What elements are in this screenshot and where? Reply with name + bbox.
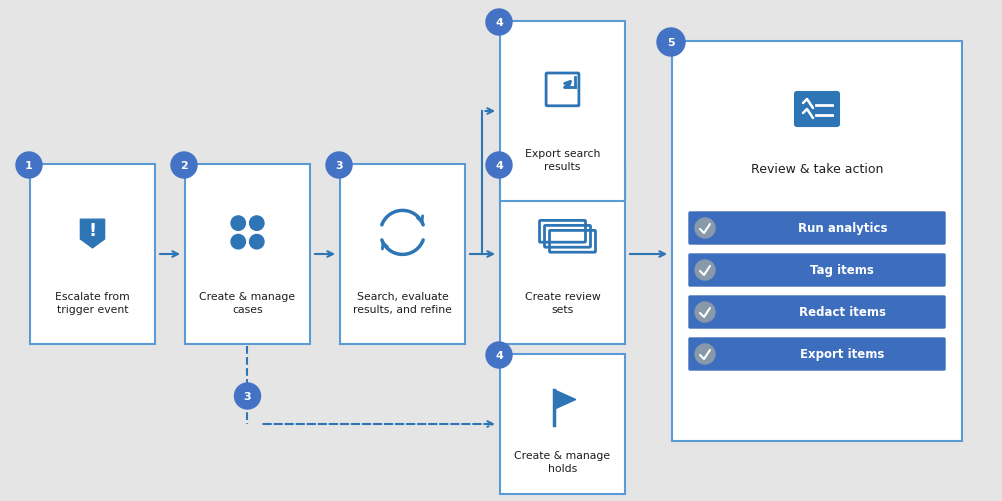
FancyBboxPatch shape	[500, 165, 625, 344]
Text: 4: 4	[495, 350, 503, 360]
Text: Export items: Export items	[801, 348, 885, 361]
Text: 3: 3	[243, 391, 252, 401]
Circle shape	[695, 344, 715, 364]
Circle shape	[171, 153, 197, 179]
Circle shape	[249, 216, 264, 231]
FancyBboxPatch shape	[500, 22, 625, 201]
Text: 2: 2	[180, 161, 187, 171]
Circle shape	[695, 303, 715, 322]
FancyBboxPatch shape	[689, 297, 945, 328]
Circle shape	[16, 153, 42, 179]
Text: Run analytics: Run analytics	[798, 222, 887, 235]
Circle shape	[486, 10, 512, 36]
Circle shape	[695, 261, 715, 281]
Text: 3: 3	[336, 161, 343, 171]
Circle shape	[249, 235, 264, 249]
Text: 4: 4	[495, 161, 503, 171]
Text: 5: 5	[667, 38, 674, 48]
Text: Export search
results: Export search results	[525, 149, 600, 172]
Text: Create & manage
cases: Create & manage cases	[199, 292, 296, 315]
Text: 1: 1	[25, 161, 33, 171]
Circle shape	[695, 218, 715, 238]
Circle shape	[486, 153, 512, 179]
Text: Create review
sets: Create review sets	[525, 292, 600, 315]
Circle shape	[231, 235, 245, 249]
FancyBboxPatch shape	[672, 42, 962, 441]
FancyBboxPatch shape	[689, 338, 945, 370]
Text: Redact items: Redact items	[799, 306, 886, 319]
Text: 4: 4	[495, 18, 503, 28]
FancyBboxPatch shape	[689, 255, 945, 287]
Text: Create & manage
holds: Create & manage holds	[514, 450, 610, 473]
FancyBboxPatch shape	[30, 165, 155, 344]
Circle shape	[234, 383, 261, 409]
Text: Escalate from
trigger event: Escalate from trigger event	[55, 292, 130, 315]
Text: Search, evaluate
results, and refine: Search, evaluate results, and refine	[353, 292, 452, 315]
Text: Review & take action: Review & take action	[750, 163, 883, 176]
Circle shape	[657, 29, 685, 57]
Text: !: !	[88, 222, 96, 239]
FancyBboxPatch shape	[500, 354, 625, 494]
Circle shape	[486, 342, 512, 368]
Text: Tag items: Tag items	[811, 264, 875, 277]
Circle shape	[231, 216, 245, 231]
FancyBboxPatch shape	[340, 165, 465, 344]
FancyBboxPatch shape	[795, 93, 839, 127]
Polygon shape	[80, 220, 104, 248]
FancyBboxPatch shape	[689, 212, 945, 244]
Polygon shape	[554, 390, 576, 410]
FancyBboxPatch shape	[185, 165, 310, 344]
Circle shape	[326, 153, 352, 179]
